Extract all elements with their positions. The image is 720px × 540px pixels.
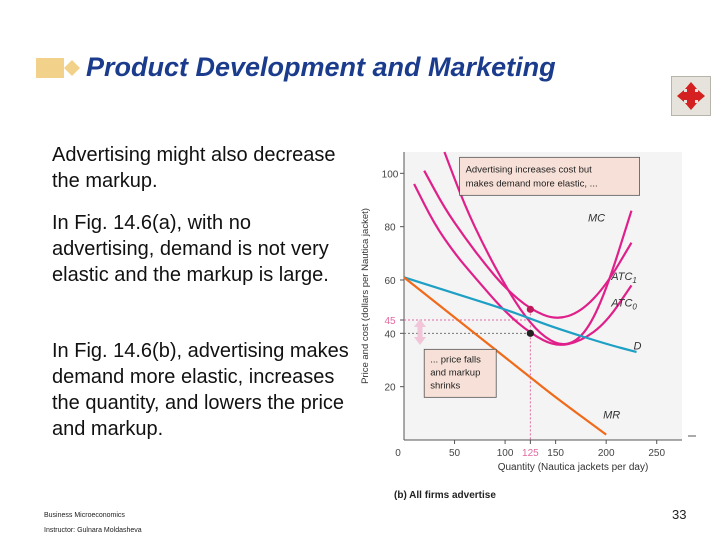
curve-atc0	[413, 183, 633, 346]
footer-instructor: Instructor: Gulnara Moldasheva	[44, 527, 142, 534]
x-tick-label: 50	[449, 448, 461, 459]
callout-text-bottom: shrinks	[430, 380, 460, 391]
curve-label-atc1: ATC1	[610, 271, 637, 285]
move-button[interactable]	[671, 76, 711, 116]
x-tick-label: 150	[547, 448, 564, 459]
x-tick-label: 0	[395, 448, 401, 459]
callout-box-bottom	[423, 348, 497, 398]
equilibrium-point	[526, 305, 534, 313]
y-axis-label: Price and cost (dollars per Nautica jack…	[360, 208, 371, 384]
slide-title: Product Development and Marketing	[86, 52, 556, 82]
markup-arrow-up	[414, 319, 426, 327]
curve-d	[403, 276, 637, 354]
move-arrows-icon	[677, 82, 705, 110]
callout-text-top: Advertising increases cost but	[466, 164, 593, 175]
callout-box-top	[459, 156, 640, 196]
page-number: 33	[672, 507, 687, 522]
footer-course: Business Microeconomics	[44, 512, 125, 519]
chart-title: (b) All firms advertise	[394, 490, 496, 501]
y-tick-label: 20	[384, 383, 396, 394]
curve-label-atc0: ATC0	[610, 298, 637, 312]
curve-atc1	[423, 170, 633, 319]
x-axis-label: Quantity (Nautica jackets per day)	[498, 462, 649, 473]
curve-label-mr: MR	[603, 410, 620, 422]
paragraph-fig-b: In Fig. 14.6(b), advertising makes deman…	[52, 340, 349, 440]
callout-text-bottom: and markup	[430, 367, 480, 378]
title-bullet-icon	[36, 58, 80, 78]
callout-text-bottom: ... price falls	[430, 354, 481, 365]
x-tick-label: 125	[522, 448, 539, 459]
x-tick-label: 200	[598, 448, 615, 459]
x-tick-label: 250	[648, 448, 665, 459]
y-tick-label: 45	[384, 316, 396, 327]
callout-text-top-2: makes demand more elastic, ...	[466, 178, 598, 189]
y-tick-label: 40	[384, 329, 396, 340]
y-tick-label: 80	[384, 223, 396, 234]
curve-label-mc: MC	[588, 212, 605, 224]
curve-mr	[403, 276, 607, 436]
y-tick-label: 100	[382, 169, 399, 180]
paragraph-fig-a: In Fig. 14.6(a), with no advertising, de…	[52, 212, 329, 286]
markup-arrow-down	[414, 337, 426, 345]
cost-demand-chart: 20 40 45 60 80 100 0 50 100 125 150 200 250 MC ATC1 ATC…	[360, 151, 696, 501]
paragraph-advertising-markup: Advertising might also decrease the mark…	[52, 144, 336, 192]
equilibrium-point	[526, 329, 534, 337]
y-tick-label: 60	[384, 276, 396, 287]
x-tick-label: 100	[497, 448, 514, 459]
curve-mc	[443, 151, 633, 346]
curve-label-d: D	[633, 340, 641, 352]
